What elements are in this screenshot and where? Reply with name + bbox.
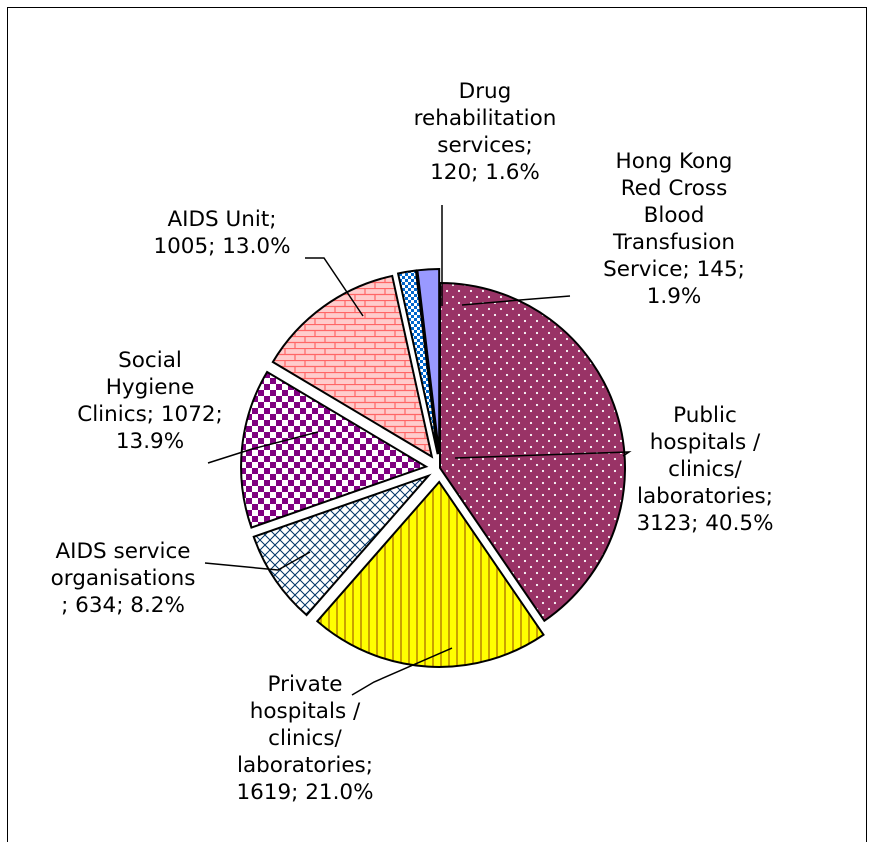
data-label-line: 13.9% xyxy=(116,429,184,454)
data-label-line: hospitals / xyxy=(250,699,361,724)
pie-slice-drug-rehabilitation-services xyxy=(396,269,439,455)
data-label-line: AIDS service xyxy=(55,539,190,564)
data-label-line: laboratories; xyxy=(637,484,773,509)
pie-slice-public-hospitals-clinics-laboratories xyxy=(439,281,626,623)
data-label-line: 3123; 40.5% xyxy=(636,511,773,536)
pie-slice-private-hospitals-clinics-laboratories xyxy=(315,480,545,668)
data-label-aids-service-organisations: AIDS service organisations; 634; 8.2% xyxy=(51,539,196,618)
data-label-line: hospitals / xyxy=(650,430,761,455)
data-label-line: Private xyxy=(268,672,343,697)
data-label-line: Blood xyxy=(644,203,705,228)
slices-layer xyxy=(240,268,626,668)
data-label-private-hospitals-clinics-laboratories: Private hospitals / clinics/laboratories; 1… xyxy=(236,672,373,805)
leader-line-public-hospitals-clinics-laboratories xyxy=(454,451,632,459)
data-label-drug-rehabilitation-services: Drug rehabilitation services; 120; 1.6% xyxy=(414,79,557,185)
data-label-line: clinics/ xyxy=(668,457,742,482)
data-label-line: Transfusion xyxy=(612,230,735,255)
pie-slice-social-hygiene-clinics xyxy=(240,370,429,529)
data-label-line: organisations xyxy=(51,566,196,591)
leader-lines-layer xyxy=(204,205,632,696)
pie-slice-hong-kong-red-cross-blood-transfusion-service xyxy=(416,268,441,455)
slice-labels-layer: Public hospitals / clinics/laboratories; 31… xyxy=(51,79,774,805)
leader-line-hong-kong-red-cross-blood-transfusion-service xyxy=(461,295,571,306)
data-label-line: Clinics; 1072; xyxy=(77,402,223,427)
data-label-public-hospitals-clinics-laboratories: Public hospitals / clinics/laboratories; 31… xyxy=(636,403,773,536)
data-label-line: 1.9% xyxy=(647,284,702,309)
data-label-line: Service; 145; xyxy=(603,257,745,282)
data-label-line: services; xyxy=(437,133,532,158)
data-label-line: rehabilitation xyxy=(414,106,557,131)
data-label-line: Hygiene xyxy=(106,375,195,400)
data-label-line: ; 634; 8.2% xyxy=(61,593,185,618)
data-label-line: Public xyxy=(673,403,737,428)
data-label-line: 1005; 13.0% xyxy=(153,234,290,259)
data-label-aids-unit: AIDS Unit; 1005; 13.0% xyxy=(153,207,290,259)
leader-line-aids-unit xyxy=(305,257,364,317)
data-label-line: 120; 1.6% xyxy=(430,160,540,185)
pie-slice-aids-service-organisations xyxy=(252,473,432,617)
leader-line-social-hygiene-clinics xyxy=(207,431,319,464)
data-label-line: 1619; 21.0% xyxy=(236,780,373,805)
leader-line-aids-service-organisations xyxy=(204,551,311,571)
data-label-line: Hong Kong xyxy=(616,149,733,174)
data-label-line: Red Cross xyxy=(621,176,728,201)
pie-slice-aids-unit xyxy=(271,274,434,459)
chart-frame xyxy=(7,7,867,842)
data-label-line: Social xyxy=(118,348,182,373)
data-label-line: laboratories; xyxy=(237,753,373,778)
data-label-hong-kong-red-cross-blood-transfusion-service: Hong Kong Red Cross Blood Transfusion Servic… xyxy=(603,149,745,309)
data-label-social-hygiene-clinics: Social Hygiene Clinics; 1072; 13.9% xyxy=(77,348,223,454)
data-label-line: AIDS Unit; xyxy=(167,207,276,232)
leader-line-private-hospitals-clinics-laboratories xyxy=(351,647,453,696)
data-label-line: clinics/ xyxy=(268,726,342,751)
data-label-line: Drug xyxy=(459,79,512,104)
